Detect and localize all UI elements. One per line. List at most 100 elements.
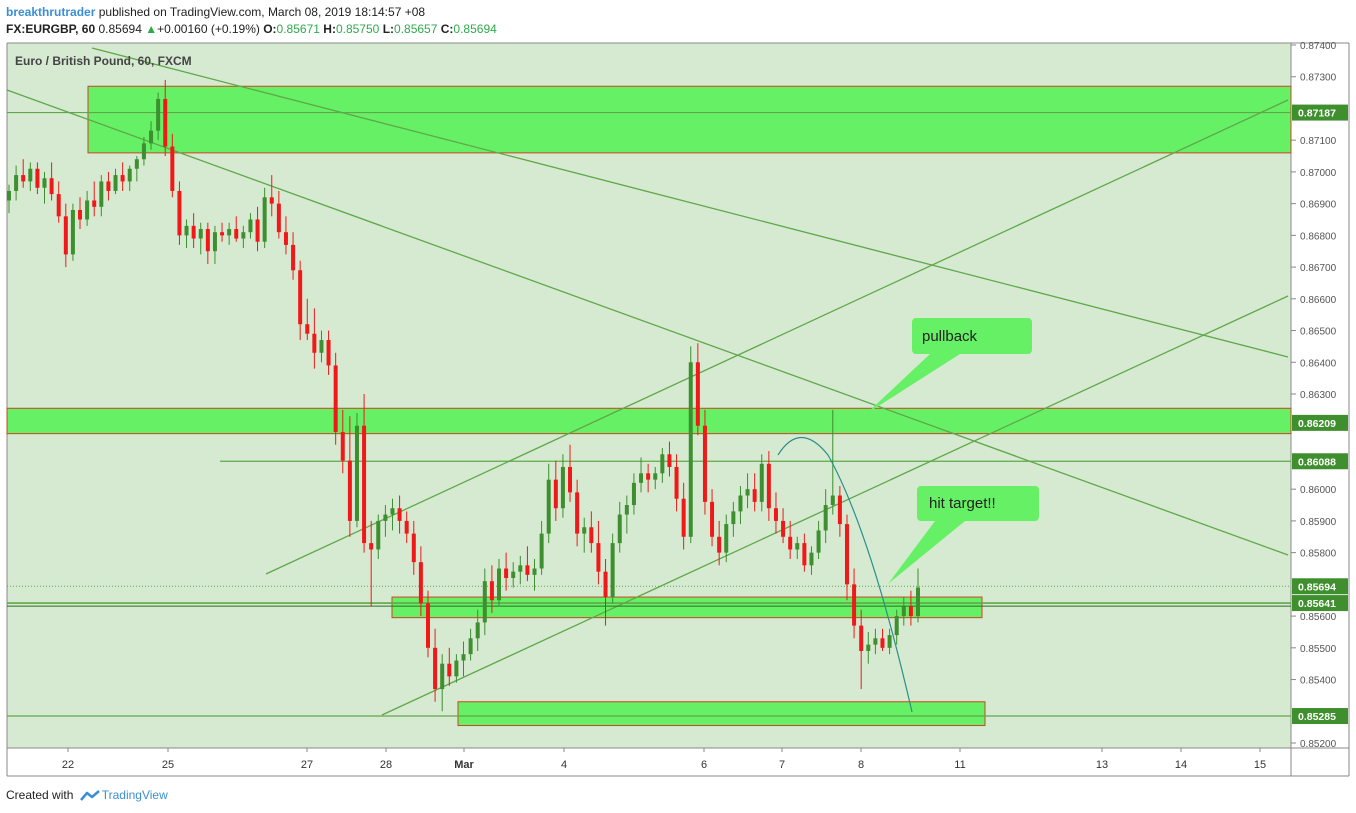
y-tick-label: 0.87400: [1300, 41, 1337, 52]
candle-body: [149, 130, 154, 144]
candle-body: [639, 473, 644, 483]
close-label: C:: [440, 22, 454, 36]
candle-body: [766, 463, 771, 509]
candle-body: [908, 606, 913, 617]
candle-body: [781, 520, 786, 537]
candle-body: [653, 473, 658, 480]
candle-body: [568, 466, 573, 493]
x-tick-label: Mar: [454, 759, 474, 771]
candle-body: [113, 175, 118, 191]
candle-body: [589, 527, 594, 544]
candle-body: [518, 565, 523, 572]
axis-background: [1291, 43, 1349, 748]
up-arrow-icon: ▲: [145, 22, 158, 36]
candle-body: [667, 454, 672, 467]
candle-body: [575, 492, 580, 534]
y-tick-label: 0.87100: [1300, 136, 1337, 147]
candle-body: [28, 168, 33, 182]
candle-body: [475, 622, 480, 639]
candle-body: [795, 543, 800, 550]
candle-body: [468, 638, 473, 655]
x-tick-label: 15: [1254, 759, 1266, 771]
candle-body: [617, 514, 622, 544]
y-tick-label: 0.86400: [1300, 358, 1337, 369]
candle-body: [269, 197, 274, 204]
candle-body: [227, 229, 232, 236]
y-tick-label: 0.86000: [1300, 485, 1337, 496]
price-change: +0.00160 (+0.19%): [157, 22, 260, 36]
candle-body: [454, 660, 459, 677]
symbol-label: FX:EURGBP, 60: [6, 22, 96, 36]
candle-body: [354, 425, 359, 521]
callout-tail: [866, 354, 960, 414]
candle-body: [894, 616, 899, 636]
y-tick-label: 0.86500: [1300, 327, 1337, 338]
candle-body: [163, 98, 168, 147]
x-tick-label: 6: [701, 759, 707, 771]
high-value: 0.85750: [335, 22, 380, 36]
candle-body: [283, 232, 288, 245]
tradingview-link[interactable]: TradingView: [101, 788, 168, 802]
created-with-label: Created with: [6, 788, 74, 802]
callout-text: hit target!!: [929, 495, 996, 512]
candle-body: [362, 425, 367, 544]
candle-body: [298, 270, 303, 325]
x-tick-label: 8: [858, 759, 864, 771]
symbol-info: FX:EURGBP, 60 0.85694 ▲+0.00160 (+0.19%)…: [6, 22, 497, 36]
candle-body: [205, 229, 210, 252]
price-tag-label: 0.86209: [1298, 418, 1336, 430]
candle-body: [255, 219, 260, 242]
candle-body: [305, 324, 310, 334]
high-label: H:: [323, 22, 336, 36]
candle-body: [78, 209, 83, 220]
candle-body: [553, 479, 558, 509]
candle-body: [369, 543, 374, 550]
x-tick-label: 7: [779, 759, 785, 771]
candle-body: [816, 530, 821, 553]
callout-box: [917, 486, 1039, 521]
candle-body: [717, 536, 722, 553]
candle-body: [134, 159, 139, 169]
candle-body: [759, 463, 764, 502]
author-name[interactable]: breakthrutrader: [6, 5, 96, 19]
price-tag-label: 0.85694: [1298, 581, 1336, 593]
candle-body: [560, 466, 565, 509]
candle-body: [241, 232, 246, 239]
price-tag-box: [1292, 578, 1348, 595]
open-value: 0.85671: [276, 22, 320, 36]
candle-body: [511, 571, 516, 579]
candle-body: [504, 568, 509, 579]
callout-tail: [888, 521, 965, 584]
candle-body: [596, 543, 601, 572]
candle-body: [326, 340, 331, 366]
candle-body: [198, 229, 203, 239]
projection-arc: [777, 437, 913, 713]
target-zone-bottom: [457, 701, 986, 727]
y-tick-label: 0.85200: [1300, 739, 1337, 750]
candle-body: [695, 362, 700, 426]
downtrend-line-upper: [6, 89, 1289, 556]
candle-body: [234, 229, 239, 239]
candle-body: [788, 536, 793, 550]
y-tick-label: 0.85900: [1300, 517, 1337, 528]
resistance-zone-top: [87, 85, 1292, 154]
candle-body: [844, 524, 849, 585]
candle-body: [610, 543, 615, 598]
candle-body: [440, 663, 445, 690]
candle-body: [333, 365, 338, 433]
low-label: L:: [382, 22, 395, 36]
support-zone-mid: [391, 596, 983, 619]
candle-body: [660, 454, 665, 474]
candle-body: [220, 232, 225, 236]
candle-body: [127, 168, 132, 182]
candle-body: [497, 568, 502, 601]
candle-body: [319, 340, 324, 353]
candle-body: [752, 489, 757, 502]
time-axis-background: [7, 748, 1349, 776]
candle-body: [710, 501, 715, 537]
y-tick-label: 0.86600: [1300, 295, 1337, 306]
y-tick-label: 0.85600: [1300, 612, 1337, 623]
candle-body: [35, 168, 40, 188]
candle-body: [425, 603, 430, 648]
